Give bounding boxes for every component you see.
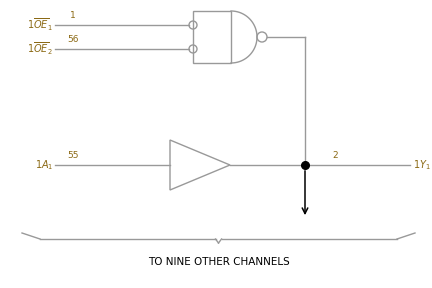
- Text: 56: 56: [67, 35, 79, 44]
- Text: $1Y_1$: $1Y_1$: [413, 158, 431, 172]
- Text: $1A_1$: $1A_1$: [35, 158, 53, 172]
- Text: TO NINE OTHER CHANNELS: TO NINE OTHER CHANNELS: [148, 257, 289, 267]
- Text: 1: 1: [70, 11, 76, 20]
- Text: 2: 2: [332, 151, 338, 160]
- Text: $1\overline{OE}_2$: $1\overline{OE}_2$: [27, 41, 53, 57]
- Text: $1\overline{OE}_1$: $1\overline{OE}_1$: [27, 17, 53, 33]
- Text: 55: 55: [67, 151, 79, 160]
